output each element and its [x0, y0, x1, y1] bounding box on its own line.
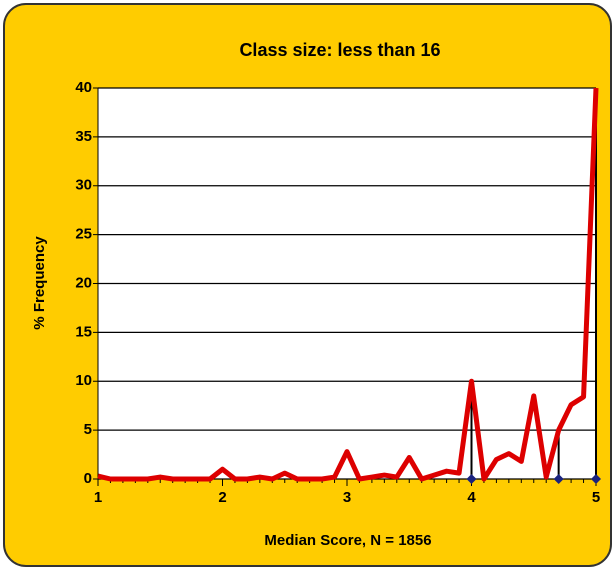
y-tick-label: 10 [75, 372, 92, 389]
y-tick-label: 5 [84, 421, 92, 438]
drop-marker [466, 474, 477, 484]
y-tick-label: 30 [75, 177, 92, 194]
x-axis-label: Median Score, N = 1856 [264, 532, 431, 549]
y-tick-label: 20 [75, 274, 92, 291]
drop-marker [553, 474, 564, 484]
x-tick-label: 2 [218, 489, 226, 506]
x-tick-label: 1 [94, 489, 102, 506]
y-tick-label: 15 [75, 323, 92, 340]
y-tick-label: 0 [84, 470, 92, 487]
data-line [97, 87, 599, 482]
x-tick-label: 4 [467, 489, 476, 506]
y-tick-label: 40 [75, 79, 92, 96]
x-tick-label: 5 [592, 489, 600, 506]
y-tick-label: 35 [75, 128, 92, 145]
x-tick-label: 3 [343, 489, 351, 506]
drop-marker [591, 474, 601, 484]
y-axis-label: % Frequency [31, 236, 48, 330]
y-tick-label: 25 [75, 226, 92, 243]
chart-title: Class size: less than 16 [239, 40, 440, 60]
